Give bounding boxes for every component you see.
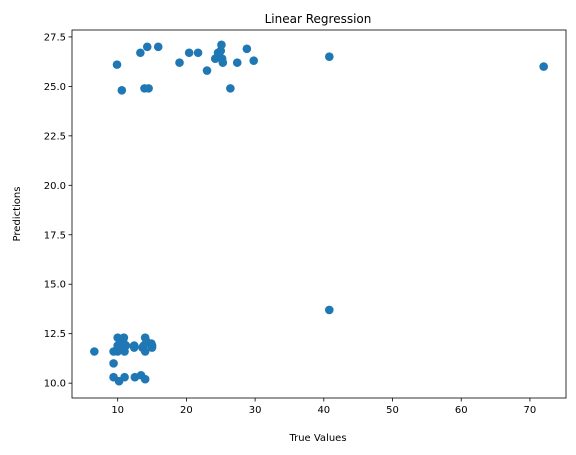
y-tick-label: 12.5	[44, 329, 66, 340]
data-point	[226, 84, 235, 93]
data-point	[120, 372, 129, 382]
data-point	[249, 56, 259, 65]
axes-frame	[71, 29, 567, 399]
y-tick-label: 20.0	[44, 181, 66, 192]
x-tick-label: 50	[386, 405, 399, 416]
data-point	[202, 66, 212, 75]
data-point	[117, 86, 127, 95]
data-point	[121, 341, 131, 350]
data-point	[217, 40, 226, 50]
data-point	[539, 62, 548, 71]
data-point	[153, 42, 163, 52]
x-tick-label: 60	[455, 405, 468, 416]
data-point	[147, 343, 157, 352]
x-tick-label: 70	[524, 405, 537, 416]
y-tick-label: 15.0	[44, 280, 66, 291]
x-tick-label: 20	[180, 405, 193, 416]
x-axis-label: True Values	[288, 433, 346, 444]
x-tick-label: 40	[317, 405, 330, 416]
y-tick-label: 10.0	[44, 379, 66, 390]
data-point	[90, 347, 99, 356]
x-tick-label: 10	[111, 405, 124, 416]
data-point	[142, 42, 152, 52]
data-point	[232, 58, 242, 67]
data-point	[129, 343, 139, 352]
data-point	[175, 58, 184, 67]
chart-title: Linear Regression	[265, 12, 372, 26]
y-axis-label: Predictions	[12, 187, 23, 242]
data-point	[136, 48, 145, 58]
y-tick-label: 25.0	[44, 82, 66, 93]
plot-area: 10 20 30 40 50 60 70 10.0 12.5 15.0 17.5 20.0 22.5 25…	[44, 29, 567, 416]
data-point	[119, 333, 129, 342]
y-tick-label: 17.5	[44, 230, 66, 241]
data-point	[242, 44, 252, 54]
data-point	[144, 84, 153, 93]
axis-ticks: 10 20 30 40 50 60 70 10.0 12.5 15.0 17.5 20.0 22.5 25…	[44, 32, 537, 416]
y-tick-label: 27.5	[44, 32, 66, 43]
data-point	[112, 60, 122, 69]
data-point	[109, 359, 118, 368]
data-point	[140, 347, 150, 356]
data-point	[325, 52, 334, 62]
y-tick-label: 22.5	[44, 131, 66, 142]
data-point	[218, 58, 228, 67]
x-tick-label: 30	[249, 405, 262, 416]
data-points	[90, 40, 548, 386]
data-point	[184, 48, 194, 58]
data-point	[140, 374, 150, 384]
data-point	[193, 48, 203, 58]
data-point	[325, 305, 334, 315]
